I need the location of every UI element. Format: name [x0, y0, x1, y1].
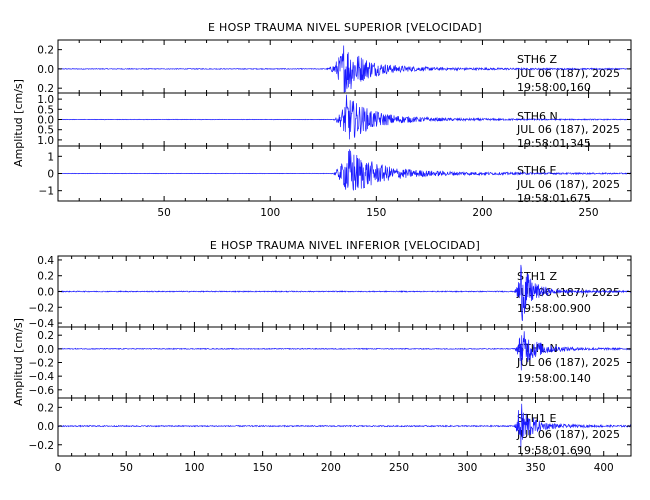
y-tick-label: 1.0 — [37, 135, 54, 147]
x-tick-label: 50 — [157, 207, 170, 219]
y-axis-label: Amplitud [cm/s] — [12, 79, 25, 167]
x-tick-label: 100 — [184, 462, 204, 474]
waveform-trace — [57, 264, 631, 321]
y-tick-label: −0.2 — [29, 358, 55, 370]
time-label: 19:58:01.345 — [517, 137, 591, 150]
y-tick-label: −0.4 — [29, 371, 55, 383]
y-tick-label: 0.0 — [37, 344, 54, 356]
waveform-trace — [57, 403, 631, 447]
x-tick-label: 400 — [594, 462, 614, 474]
y-tick-label: 0.0 — [37, 64, 54, 76]
waveform-layer — [57, 45, 631, 447]
date-label: JUL 06 (187), 2025 — [516, 123, 620, 136]
time-label: 19:58:00.160 — [517, 81, 591, 94]
y-tick-label: 0.0 — [37, 421, 54, 433]
x-tick-label: 200 — [472, 207, 492, 219]
y-tick-label: 1.0 — [37, 94, 54, 106]
waveform-trace — [57, 94, 631, 140]
y-tick-label: 0.0 — [37, 287, 54, 299]
axis-layer: 0.20.00.21.00.50.00.51.010−150 100 150 200 2… — [29, 40, 632, 474]
station-label: STH6 E — [517, 164, 556, 177]
y-tick-label: 0.2 — [37, 330, 54, 342]
y-tick-label: 0.2 — [37, 83, 54, 95]
y-tick-label: −0.2 — [29, 302, 55, 314]
y-tick-label: 0 — [47, 169, 54, 181]
y-tick-label: 0.2 — [37, 45, 54, 57]
y-tick-label: 0.2 — [37, 271, 54, 283]
x-tick-label: 100 — [260, 207, 280, 219]
date-label: JUL 06 (187), 2025 — [516, 67, 620, 80]
waveform-trace — [57, 331, 631, 371]
x-tick-label: 200 — [321, 462, 341, 474]
x-tick-label: 150 — [366, 207, 386, 219]
y-tick-label: −0.4 — [29, 318, 55, 330]
y-tick-label: −1 — [39, 186, 54, 198]
waveform-trace — [57, 45, 631, 93]
station-label: STH1 E — [517, 412, 556, 425]
time-label: 19:58:01.690 — [517, 444, 591, 457]
y-tick-label: 0.5 — [37, 125, 54, 137]
y-tick-label: 0.4 — [37, 255, 54, 267]
y-tick-label: 0.2 — [37, 402, 54, 414]
x-tick-label: 300 — [457, 462, 477, 474]
subplot-n: STH1 N JUL 06 (187), 2025 19:58:00.140 — [57, 326, 632, 399]
station-label: STH6 N — [517, 110, 558, 123]
y-tick-label: −0.2 — [29, 440, 55, 452]
date-label: JUL 06 (187), 2025 — [516, 178, 620, 191]
y-tick-label: −0.6 — [29, 385, 55, 397]
date-label: JUL 06 (187), 2025 — [516, 428, 620, 441]
waveform-trace — [58, 149, 631, 191]
station-label: STH6 Z — [517, 53, 557, 66]
chart-title: E HOSP TRAUMA NIVEL INFERIOR [VELOCIDAD] — [210, 239, 480, 252]
chart-title: E HOSP TRAUMA NIVEL SUPERIOR [VELOCIDAD] — [208, 21, 482, 34]
x-tick-label: 0 — [55, 462, 62, 474]
x-tick-label: 350 — [525, 462, 545, 474]
station-label: STH1 Z — [517, 270, 557, 283]
time-label: 19:58:00.140 — [517, 372, 591, 385]
y-axis-label: Amplitud [cm/s] — [12, 318, 25, 406]
time-label: 19:58:00.900 — [517, 302, 591, 315]
x-tick-label: 150 — [253, 462, 273, 474]
date-label: JUL 06 (187), 2025 — [516, 356, 620, 369]
y-tick-label: 0.5 — [37, 104, 54, 116]
y-tick-label: 1 — [47, 151, 54, 163]
x-tick-label: 250 — [579, 207, 599, 219]
y-tick-label: 0.0 — [37, 115, 54, 127]
x-tick-label: 50 — [120, 462, 133, 474]
x-tick-label: 250 — [389, 462, 409, 474]
chart-superior: E HOSP TRAUMA NIVEL SUPERIOR [VELOCIDAD]… — [12, 21, 632, 205]
time-label: 19:58:01.675 — [517, 192, 591, 205]
